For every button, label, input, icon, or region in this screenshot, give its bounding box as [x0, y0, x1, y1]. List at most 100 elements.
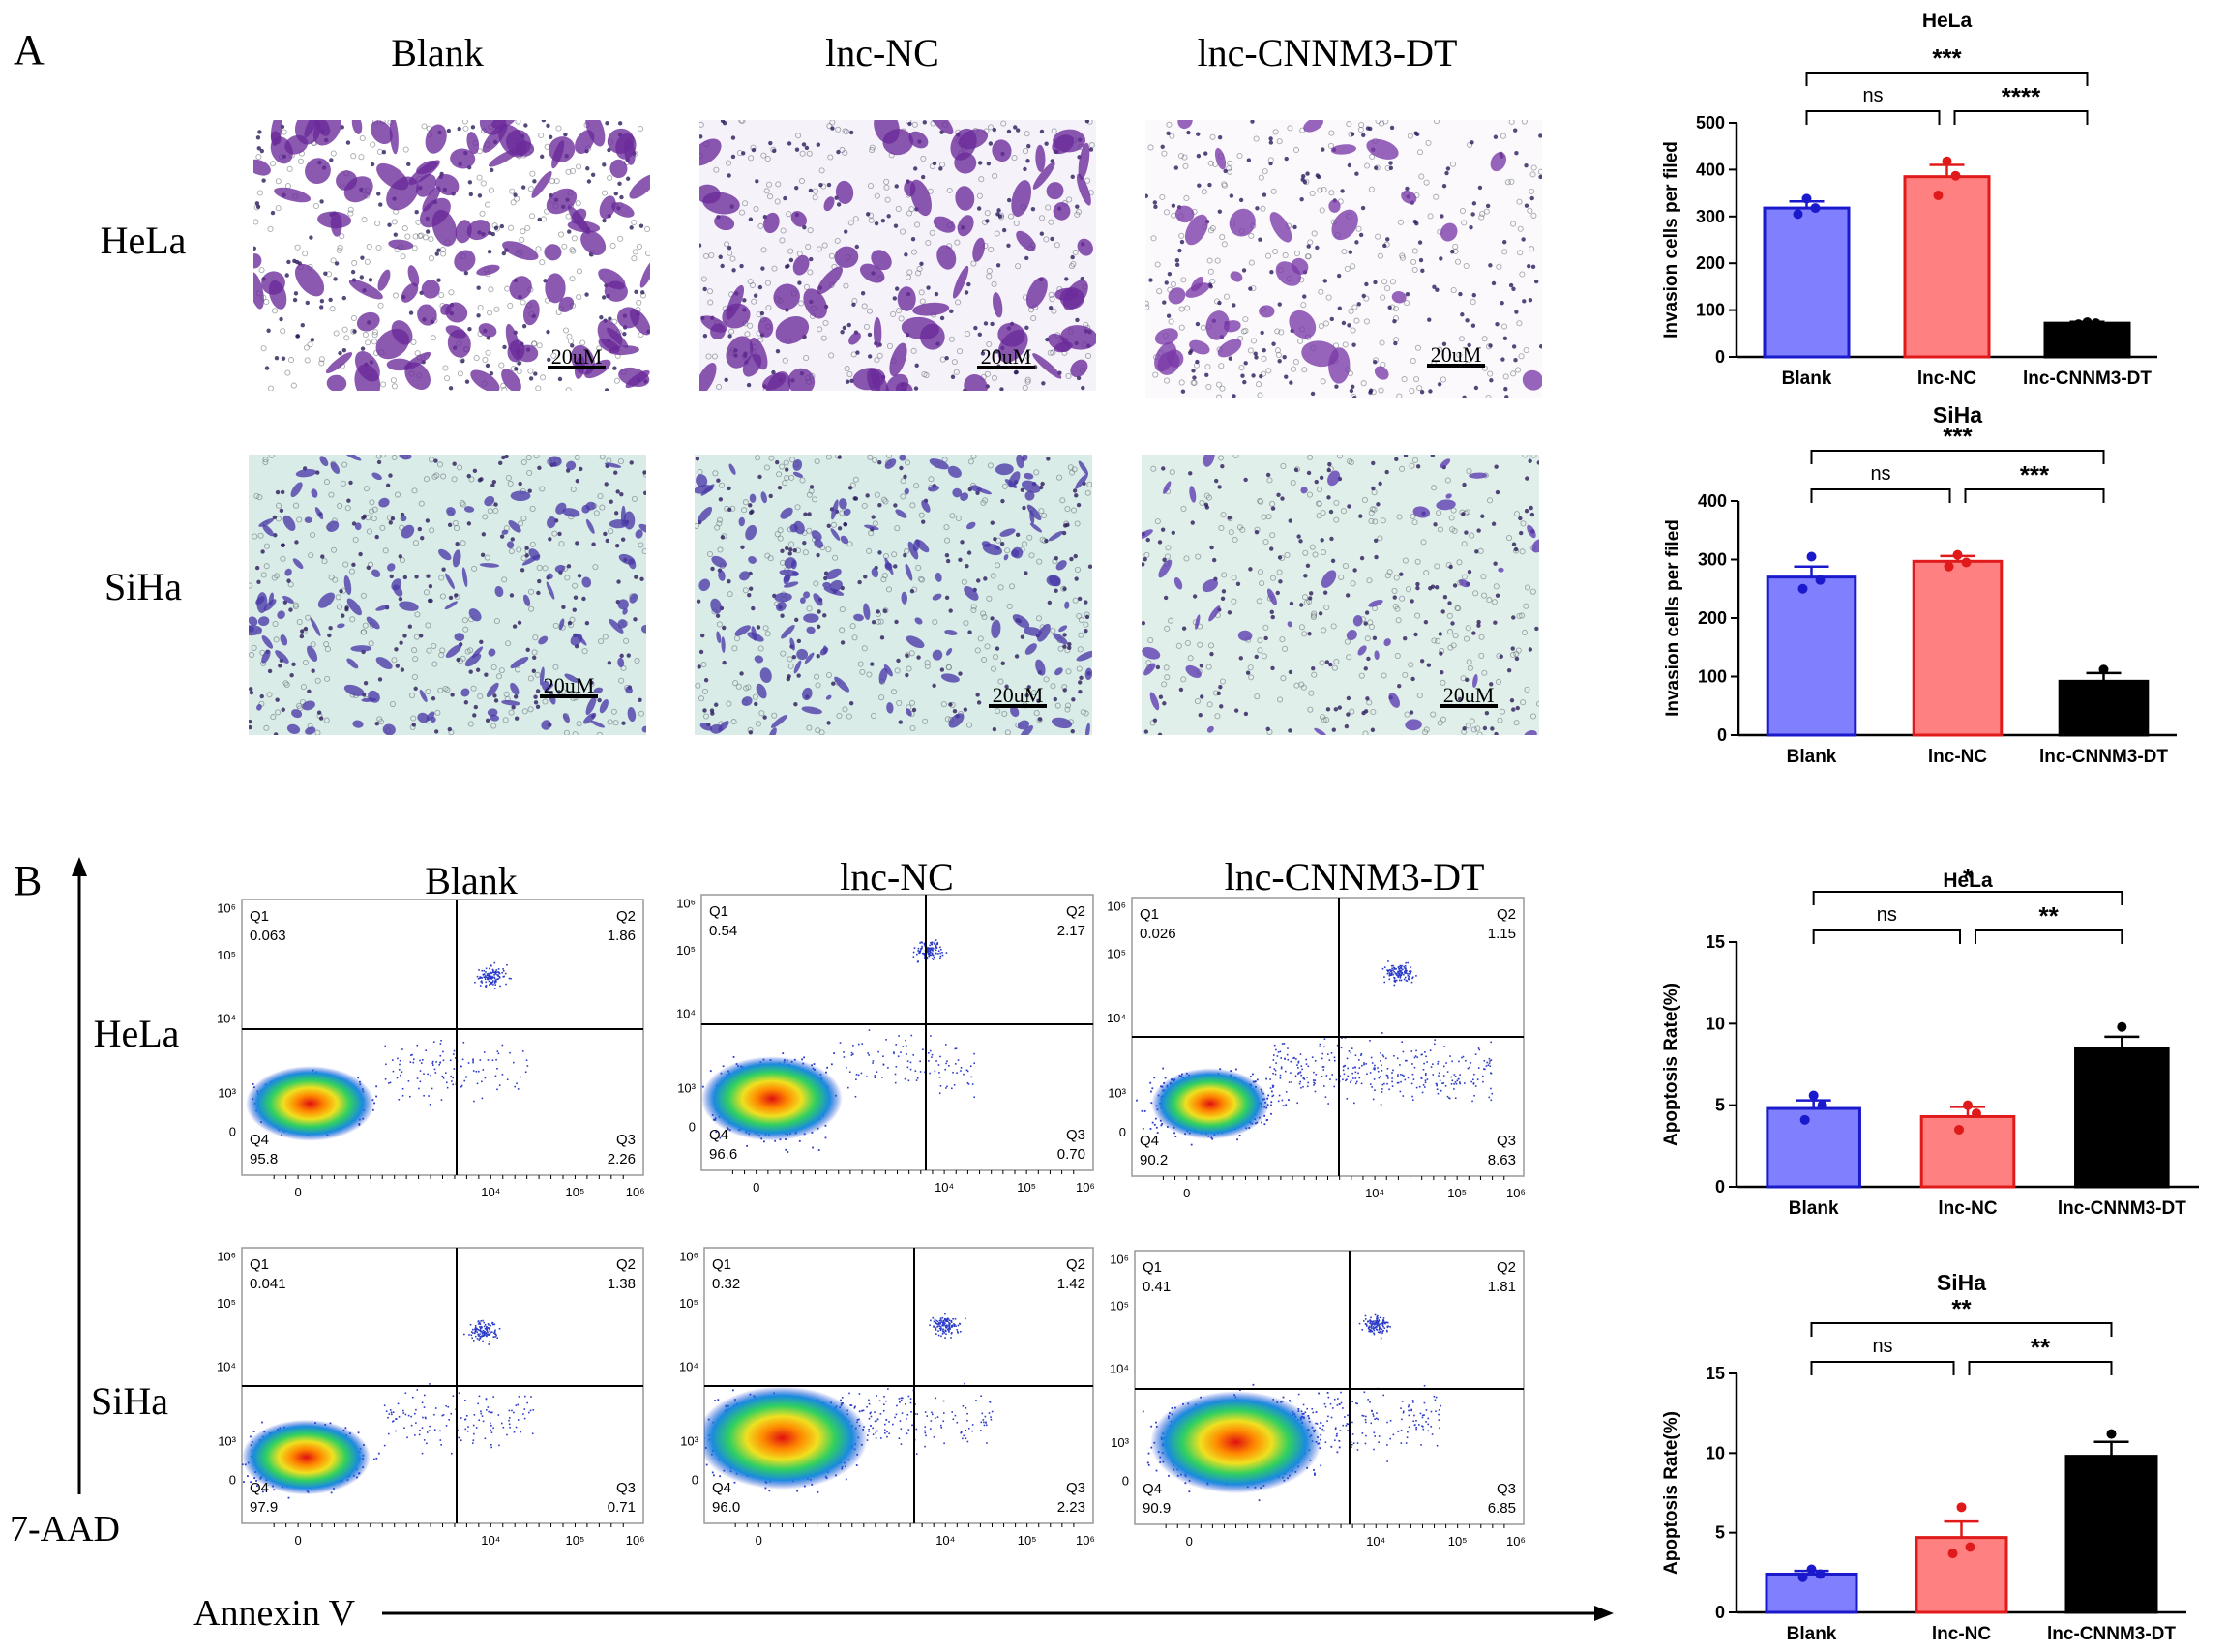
flow-plot-grid: Q1 0.063 Q2 1.86 Q3 2.26 Q4 95.8 10⁶ 10⁵ 10⁴ 10³ 0 0 1… [217, 894, 1526, 1549]
significance-label: ns [1870, 463, 1890, 485]
y-tick-label: 0 [1717, 725, 1727, 745]
q1-name: Q1 [1140, 906, 1159, 923]
data-point [2115, 1458, 2125, 1468]
flow-y-tick: 0 [229, 1472, 236, 1487]
y-tick-label: 10 [1706, 1443, 1725, 1462]
chart-title: SiHa [1937, 1270, 1986, 1295]
y-tick-label: 400 [1696, 160, 1725, 179]
significance-bracket [1810, 1322, 2113, 1337]
data-point [1806, 1564, 1817, 1575]
flow-y-tick: 10⁴ [1107, 1011, 1126, 1025]
flow-y-tick: 10³ [677, 1081, 696, 1096]
data-point [1815, 575, 1826, 585]
q2-name: Q2 [616, 908, 636, 925]
significance-bracket [1812, 929, 1961, 944]
q4-value: 96.0 [712, 1499, 740, 1516]
flow-y-tick: 10³ [218, 1086, 236, 1101]
chart-title: SiHa [1933, 402, 1982, 428]
data-point [1808, 1090, 1819, 1101]
q3-name: Q3 [1497, 1133, 1516, 1149]
y-axis-label: Invasion cells per filed [1661, 141, 1681, 339]
data-point [1817, 1100, 1827, 1110]
significance-label: ** [1951, 1294, 1972, 1323]
y-tick-label: 300 [1696, 207, 1725, 226]
significance-label: ** [2031, 1333, 2051, 1362]
category-label: lnc-CNNM3-DT [2047, 1624, 2176, 1644]
data-point [1954, 1124, 1964, 1135]
micrograph-5: 20uM [1142, 455, 1539, 735]
q3-name: Q3 [1066, 1127, 1085, 1143]
bar-lnc-NC [1915, 1536, 2008, 1614]
data-point [2117, 1021, 2127, 1032]
q3-value: 2.26 [608, 1151, 636, 1167]
q2-name: Q2 [1497, 1259, 1516, 1276]
chart-0: HeLa 0 100 200 300 400 500 Invasion cells per f… [1661, 10, 2157, 389]
significance-label: *** [2020, 460, 2050, 489]
category-label: Blank [1787, 1624, 1837, 1644]
q4-value: 97.9 [250, 1499, 278, 1516]
scale-bar-label: 20uM [1443, 683, 1495, 707]
significance-bracket [1810, 450, 2105, 464]
b-row-label-hela: HeLa [94, 1012, 180, 1055]
flow-y-tick: 10⁶ [676, 897, 696, 911]
data-point [2082, 317, 2093, 328]
chart-3: SiHa 0 5 10 15 Apoptosis Rate(%) Blank lnc-NC ln… [1661, 1270, 2186, 1644]
q1-value: 0.041 [250, 1276, 286, 1292]
category-label: Blank [1789, 1198, 1839, 1219]
flow-y-tick: 10⁵ [676, 943, 696, 958]
flow-x-tick: 10⁶ [626, 1185, 645, 1199]
y-tick-label: 5 [1715, 1523, 1725, 1543]
q2-value: 1.15 [1488, 926, 1516, 942]
q2-name: Q2 [1066, 903, 1085, 920]
b-col-title-nc: lnc-NC [840, 855, 954, 899]
bar-lnc-NC [1912, 559, 2004, 737]
a-row-label-siha: SiHa [104, 565, 182, 608]
data-point [1956, 1502, 1967, 1513]
flow-plot-4: Q1 0.32 Q2 1.42 Q3 2.23 Q4 96.0 10⁶ 10⁵ 10⁴ 10³ 0 0 10… [679, 1247, 1095, 1548]
micrograph-3: 20uM [249, 455, 646, 735]
q3-name: Q3 [1066, 1480, 1085, 1496]
flow-x-tick: 10⁶ [626, 1533, 645, 1548]
y-tick-label: 10 [1706, 1014, 1725, 1033]
q3-name: Q3 [616, 1132, 636, 1148]
q3-value: 8.63 [1488, 1152, 1516, 1168]
q2-value: 1.42 [1057, 1276, 1085, 1292]
flow-x-tick: 10⁵ [1017, 1180, 1036, 1195]
flow-y-tick: 10⁴ [217, 1012, 236, 1026]
flow-x-tick: 10⁵ [566, 1533, 585, 1548]
q4-name: Q4 [1143, 1481, 1162, 1497]
q1-value: 0.026 [1140, 926, 1176, 942]
q2-name: Q2 [1497, 906, 1516, 923]
data-point [1793, 209, 1803, 220]
q3-value: 0.71 [608, 1499, 636, 1516]
b-col-title-dt: lnc-CNNM3-DT [1225, 855, 1485, 899]
y-tick-label: 0 [1715, 347, 1725, 367]
q1-name: Q1 [709, 903, 728, 920]
q4-value: 96.6 [709, 1146, 737, 1163]
significance-label: *** [1943, 422, 1973, 451]
flow-x-tick: 0 [1186, 1534, 1193, 1549]
flow-x-tick: 10⁴ [481, 1185, 500, 1199]
flow-y-tick: 10⁵ [1110, 1299, 1129, 1313]
b-col-title-blank: Blank [425, 859, 518, 902]
flow-y-tick: 0 [1119, 1125, 1126, 1139]
bar-lnc-NC [1919, 1114, 2016, 1189]
bar-Blank [1763, 206, 1851, 359]
data-point [1950, 170, 1961, 181]
flow-y-tick: 10³ [218, 1434, 236, 1449]
significance-bracket [1805, 110, 1941, 125]
flow-plot-3: Q1 0.041 Q2 1.38 Q3 0.71 Q4 97.9 10⁶ 10⁵ 10⁴ 10³ 0 0 1… [217, 1247, 645, 1548]
bar-lnc-CNNM3-DT [2074, 1047, 2170, 1189]
flow-x-tick: 10⁴ [481, 1533, 500, 1548]
significance-bracket [1810, 488, 1951, 503]
flow-plot-1: Q1 0.54 Q2 2.17 Q3 0.70 Q4 96.6 10⁶ 10⁵ 10⁴ 10³ 0 0 10… [676, 894, 1095, 1195]
q2-value: 1.38 [608, 1276, 636, 1292]
q2-value: 2.17 [1057, 923, 1085, 939]
q1-value: 0.41 [1143, 1279, 1171, 1295]
category-label: Blank [1782, 369, 1832, 389]
bar-Blank [1765, 1572, 1858, 1614]
y-axis-label: Apoptosis Rate(%) [1661, 1411, 1681, 1575]
flow-y-tick: 10⁵ [1107, 947, 1126, 961]
x-axis-label-annexin: Annexin V [193, 1593, 356, 1634]
